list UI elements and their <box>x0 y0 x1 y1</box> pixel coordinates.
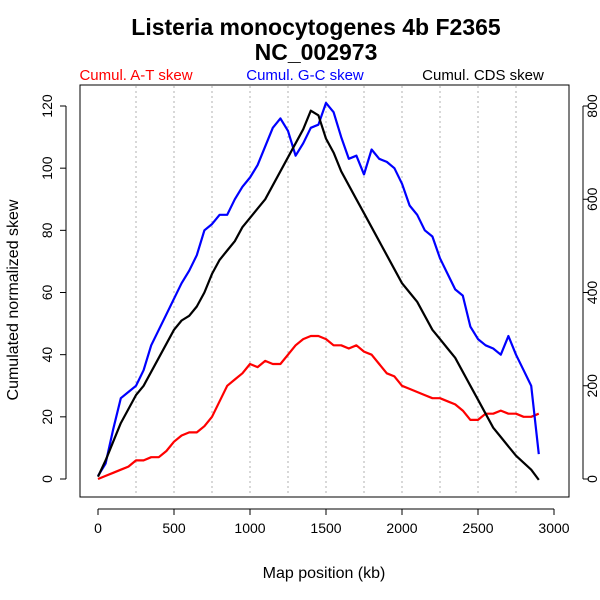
x-tick-label: 1500 <box>310 520 341 536</box>
x-axis: 0 500 1000 1500 2000 2500 3000 <box>94 508 570 536</box>
y-right-tick-label: 400 <box>584 281 600 305</box>
y-left-tick-label: 40 <box>39 347 55 363</box>
y-axis-label: Cumulated normalized skew <box>5 199 22 400</box>
y-left-tick-label: 120 <box>39 94 55 118</box>
legend-at-skew: Cumul. A-T skew <box>79 67 192 84</box>
vertical-grid <box>135 86 517 496</box>
plot-frame <box>79 84 570 498</box>
y-right-tick-label: 600 <box>584 187 600 211</box>
x-tick-label: 3000 <box>538 520 569 536</box>
y-right-tick-label: 0 <box>584 475 600 483</box>
y-left-tick-label: 80 <box>39 222 55 238</box>
y-left-tick-label: 0 <box>39 475 55 483</box>
x-axis-label: Map position (kb) <box>263 565 386 582</box>
x-tick-label: 0 <box>94 520 102 536</box>
series-layer <box>97 101 540 481</box>
chart-subtitle: NC_002973 <box>255 39 378 65</box>
series-gc-skew-line <box>97 101 540 477</box>
x-tick-label: 500 <box>162 520 186 536</box>
x-tick-label: 2500 <box>462 520 493 536</box>
chart-title: Listeria monocytogenes 4b F2365 <box>131 14 501 40</box>
y-left-tick-label: 60 <box>39 285 55 301</box>
y-axis-left: 0 20 40 60 80 100 120 <box>39 94 67 483</box>
series-at-skew-line <box>97 334 540 481</box>
y-left-tick-label: 100 <box>39 156 55 180</box>
x-tick-label: 2000 <box>386 520 417 536</box>
y-axis-right: 0 200 400 600 800 <box>582 94 600 483</box>
series-cds-skew-line <box>97 109 540 481</box>
y-right-tick-label: 200 <box>584 374 600 398</box>
x-tick-label: 1000 <box>234 520 265 536</box>
y-left-tick-label: 20 <box>39 409 55 425</box>
legend-cds-skew: Cumul. CDS skew <box>422 67 544 84</box>
y-right-tick-label: 800 <box>584 94 600 118</box>
legend-gc-skew: Cumul. G-C skew <box>246 67 364 84</box>
